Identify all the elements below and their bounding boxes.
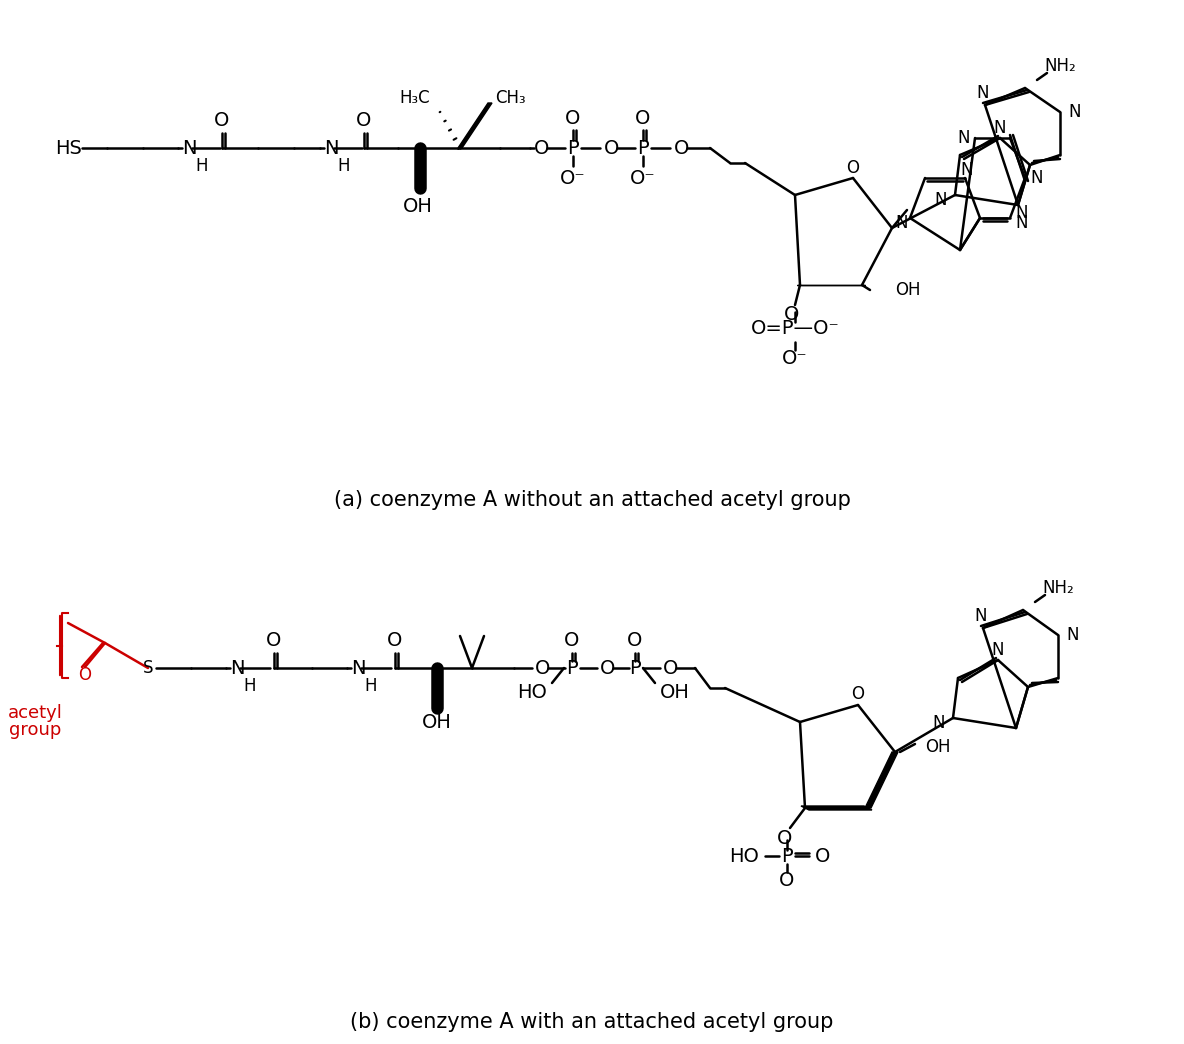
Text: OH: OH: [895, 281, 920, 299]
Text: P: P: [781, 847, 793, 865]
Text: HO: HO: [517, 684, 547, 703]
Text: NH₂: NH₂: [1044, 57, 1076, 75]
Text: O⁻: O⁻: [783, 349, 807, 367]
Text: P: P: [629, 659, 641, 678]
Text: N: N: [230, 659, 245, 678]
Text: O: O: [387, 632, 403, 650]
Text: P: P: [637, 139, 649, 158]
Text: NH₂: NH₂: [1042, 579, 1074, 597]
Text: P: P: [566, 659, 578, 678]
Text: O: O: [600, 659, 616, 678]
Text: N: N: [1068, 103, 1081, 121]
Text: O: O: [779, 871, 794, 889]
Text: CH₃: CH₃: [495, 89, 526, 106]
Text: OH: OH: [403, 196, 433, 215]
Text: acetyl: acetyl: [7, 704, 63, 722]
Text: N: N: [182, 139, 197, 158]
Text: group: group: [8, 721, 62, 739]
Text: H: H: [243, 677, 256, 695]
Text: (a) coenzyme A without an attached acetyl group: (a) coenzyme A without an attached acety…: [334, 490, 850, 511]
Text: N: N: [993, 119, 1006, 137]
Text: OH: OH: [422, 713, 452, 733]
Text: O: O: [565, 109, 580, 127]
Text: (b) coenzyme A with an attached acetyl group: (b) coenzyme A with an attached acetyl g…: [350, 1012, 834, 1033]
Text: O: O: [565, 632, 580, 650]
Text: H: H: [337, 157, 349, 175]
Text: N: N: [350, 659, 366, 678]
Text: O: O: [78, 666, 91, 684]
Text: HS: HS: [54, 139, 82, 158]
Text: O: O: [214, 112, 230, 130]
Text: O: O: [266, 632, 282, 650]
Text: O: O: [534, 139, 549, 158]
Text: N: N: [960, 161, 973, 179]
Text: N: N: [1015, 204, 1028, 222]
Text: O: O: [636, 109, 651, 127]
Text: N: N: [1066, 626, 1079, 644]
Text: S: S: [143, 659, 153, 677]
Text: H: H: [363, 677, 377, 695]
Text: N: N: [324, 139, 339, 158]
Text: O: O: [847, 159, 860, 177]
Text: P: P: [567, 139, 579, 158]
Polygon shape: [802, 806, 871, 810]
Text: O: O: [851, 685, 864, 703]
Text: N: N: [896, 214, 908, 232]
Text: O: O: [604, 139, 619, 158]
Text: N: N: [1030, 169, 1042, 187]
Polygon shape: [458, 103, 493, 148]
Text: O⁻: O⁻: [560, 168, 586, 188]
Text: OH: OH: [659, 684, 690, 703]
Text: O⁻: O⁻: [630, 168, 656, 188]
Text: N: N: [934, 191, 947, 209]
Text: N: N: [977, 84, 990, 102]
Polygon shape: [866, 752, 897, 808]
Text: H₃C: H₃C: [399, 89, 430, 106]
Text: OH: OH: [925, 738, 951, 756]
Text: O: O: [663, 659, 678, 678]
Text: N: N: [992, 641, 1004, 659]
Text: N: N: [933, 714, 945, 732]
Text: O: O: [778, 829, 792, 848]
Text: O: O: [356, 112, 372, 130]
Text: O=P—O⁻: O=P—O⁻: [751, 318, 839, 337]
Text: H: H: [195, 157, 207, 175]
Text: O: O: [815, 847, 830, 865]
Text: O: O: [784, 306, 799, 325]
Text: N: N: [974, 607, 987, 625]
Text: O: O: [535, 659, 551, 678]
Text: N: N: [1015, 214, 1028, 232]
Text: HO: HO: [729, 847, 759, 865]
Text: O: O: [628, 632, 643, 650]
Text: N: N: [958, 129, 970, 147]
Text: O: O: [674, 139, 689, 158]
